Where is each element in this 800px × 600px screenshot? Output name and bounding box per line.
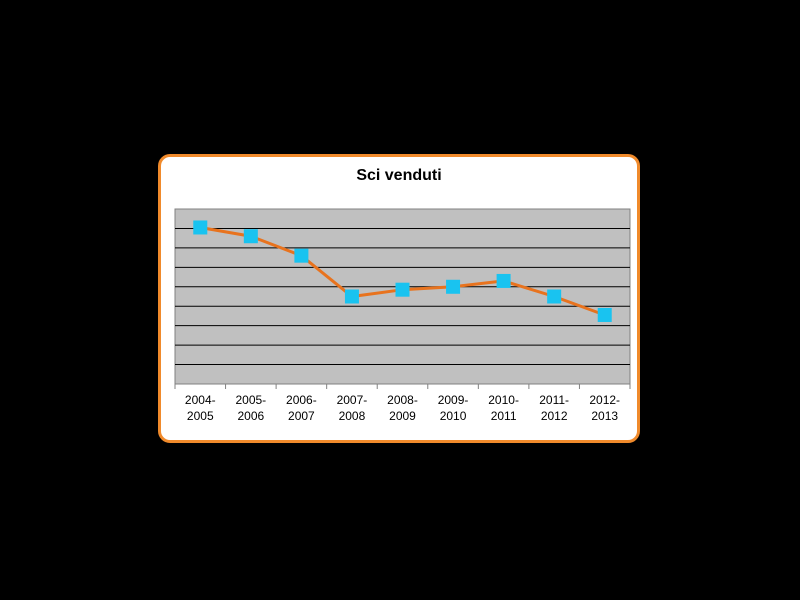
chart-card: Sci venduti 2004-2005 2005-2006 2006-2007 2… (158, 154, 640, 443)
data-point (294, 248, 309, 263)
data-point (446, 279, 461, 294)
x-tick-label: 2004-2005 (185, 393, 216, 423)
data-point (344, 289, 359, 304)
x-tick-label: 2009-2010 (438, 393, 469, 423)
chart-title: Sci venduti (356, 167, 442, 184)
x-tick-label: 2010-2011 (488, 393, 519, 423)
data-point (597, 307, 612, 322)
data-point (193, 220, 208, 235)
data-point (395, 282, 410, 297)
x-tick-label: 2006-2007 (286, 393, 317, 423)
x-tick-label: 2012-2013 (589, 393, 620, 423)
x-tick-label: 2007-2008 (337, 393, 368, 423)
data-point (547, 289, 562, 304)
x-tick-label: 2005-2006 (235, 393, 266, 423)
x-tick-label: 2011-2012 (539, 393, 569, 423)
data-point (496, 273, 511, 288)
line-chart: 2004-2005 2005-2006 2006-2007 2007-2008 2008… (174, 208, 631, 423)
data-point (243, 229, 258, 244)
x-tick-label: 2008-2009 (387, 393, 418, 423)
